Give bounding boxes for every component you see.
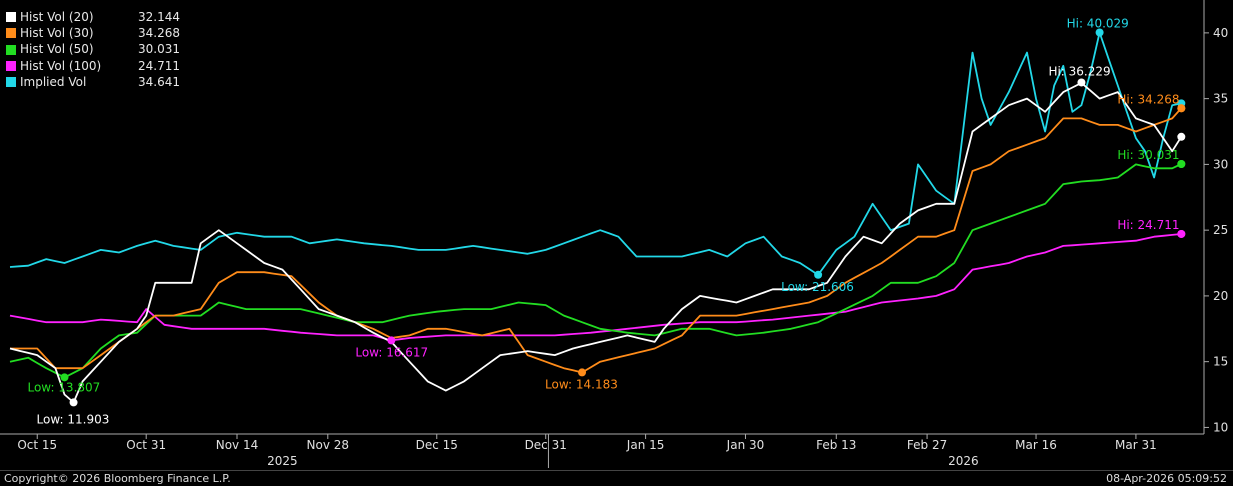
x-tick-label: Jan 30 bbox=[726, 438, 765, 452]
x-tick-label: Dec 31 bbox=[525, 438, 567, 452]
x-tick-label: Dec 15 bbox=[416, 438, 458, 452]
extreme-label: Hi: 40.029 bbox=[1067, 16, 1129, 30]
legend-label: Implied Vol bbox=[20, 74, 87, 89]
extreme-marker bbox=[578, 368, 587, 377]
legend-item-hv30[interactable]: Hist Vol (30) 34.268 bbox=[6, 25, 180, 41]
legend-swatch bbox=[6, 44, 16, 55]
y-tick-label: 10 bbox=[1213, 420, 1228, 434]
legend-swatch bbox=[6, 76, 16, 87]
extreme-marker bbox=[1077, 78, 1086, 87]
series-line-0 bbox=[9, 82, 1183, 404]
x-tick-label: Oct 31 bbox=[126, 438, 166, 452]
legend-value: 24.711 bbox=[138, 58, 180, 73]
x-tick-label: Mar 31 bbox=[1115, 438, 1157, 452]
x-tick-label: Mar 16 bbox=[1015, 438, 1057, 452]
x-tick-label: Nov 14 bbox=[216, 438, 259, 452]
timestamp-text: 08-Apr-2026 05:09:52 bbox=[1106, 472, 1227, 485]
y-tick-label: 30 bbox=[1213, 157, 1228, 171]
x-tick-label: Feb 13 bbox=[816, 438, 856, 452]
legend-label: Hist Vol (50) bbox=[20, 42, 94, 57]
legend-item-implied-vol[interactable]: Implied Vol 34.641 bbox=[6, 74, 180, 90]
extreme-marker bbox=[1177, 104, 1186, 113]
legend-item-hv50[interactable]: Hist Vol (50) 30.031 bbox=[6, 41, 180, 57]
x-tick-label: Jan 15 bbox=[626, 438, 665, 452]
y-tick-label: 25 bbox=[1213, 223, 1228, 237]
extreme-marker bbox=[814, 270, 823, 279]
extreme-label: Hi: 34.268 bbox=[1117, 92, 1179, 106]
legend-label: Hist Vol (30) bbox=[20, 26, 94, 41]
legend-item-hv100[interactable]: Hist Vol (100) 24.711 bbox=[6, 58, 180, 74]
series-line-2 bbox=[9, 163, 1182, 379]
legend-label: Hist Vol (20) bbox=[20, 10, 94, 24]
legend-swatch bbox=[6, 28, 16, 39]
legend-label: Hist Vol (100) bbox=[20, 58, 102, 73]
extreme-marker bbox=[1177, 229, 1186, 238]
y-tick-label: 15 bbox=[1213, 355, 1228, 369]
series-line-4 bbox=[9, 31, 1182, 276]
last-value-marker bbox=[1177, 132, 1186, 141]
extreme-label: Low: 16.617 bbox=[355, 345, 428, 359]
extreme-marker bbox=[69, 398, 78, 407]
year-label: 2025 bbox=[267, 454, 298, 468]
x-tick-label: Oct 15 bbox=[17, 438, 57, 452]
legend-swatch bbox=[6, 12, 16, 23]
extreme-label: Low: 11.903 bbox=[37, 412, 110, 426]
year-label: 2026 bbox=[948, 454, 979, 468]
extreme-label: Hi: 36.229 bbox=[1048, 64, 1110, 78]
extreme-label: Low: 13.807 bbox=[27, 380, 100, 394]
extreme-label: Hi: 24.711 bbox=[1117, 218, 1179, 232]
extreme-label: Low: 21.606 bbox=[781, 280, 854, 294]
extreme-marker bbox=[1177, 159, 1186, 168]
y-tick-label: 20 bbox=[1213, 289, 1228, 303]
legend-value: 30.031 bbox=[138, 42, 180, 57]
x-tick-label: Nov 28 bbox=[307, 438, 350, 452]
series-line-3 bbox=[9, 233, 1182, 342]
copyright-text: Copyright© 2026 Bloomberg Finance L.P. bbox=[4, 472, 231, 485]
legend-value: 34.268 bbox=[138, 26, 180, 41]
footer: Copyright© 2026 Bloomberg Finance L.P. 0… bbox=[0, 470, 1233, 486]
legend-item-hv20[interactable]: Hist Vol (20) 32.144 bbox=[6, 9, 180, 25]
legend-value: 34.641 bbox=[138, 74, 180, 89]
legend-value: 32.144 bbox=[138, 10, 180, 24]
legend: Hist Vol (20) 32.144 Hist Vol (30) 34.26… bbox=[6, 9, 180, 90]
series-line-1 bbox=[10, 107, 1182, 374]
y-tick-label: 40 bbox=[1213, 26, 1228, 40]
extreme-marker bbox=[387, 336, 396, 345]
y-tick-label: 35 bbox=[1213, 92, 1228, 106]
extreme-marker bbox=[60, 373, 69, 382]
extreme-marker bbox=[1095, 28, 1104, 37]
x-tick-label: Feb 27 bbox=[907, 438, 947, 452]
extreme-label: Hi: 30.031 bbox=[1117, 148, 1179, 162]
extreme-label: Low: 14.183 bbox=[545, 377, 618, 391]
legend-swatch bbox=[6, 60, 16, 71]
